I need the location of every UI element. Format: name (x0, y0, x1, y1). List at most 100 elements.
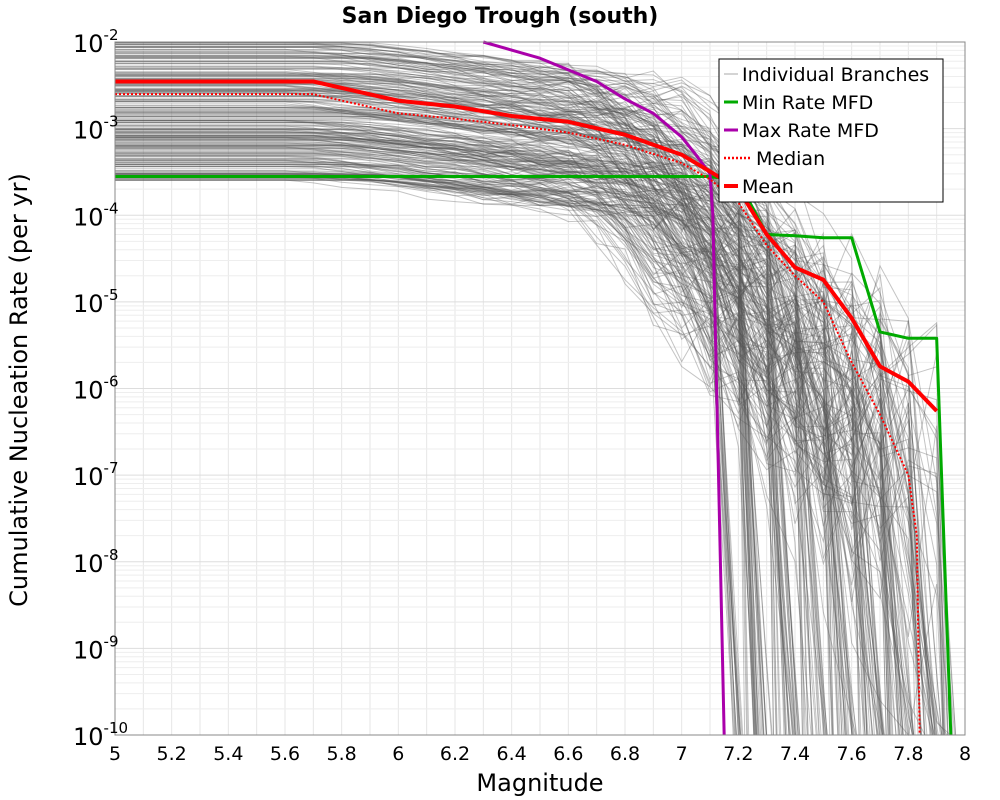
branch-line (115, 119, 738, 736)
branch-line (115, 111, 889, 736)
branch-line (115, 140, 946, 736)
branch-line (115, 131, 860, 736)
y-tick-label: 10-6 (73, 373, 119, 405)
branch-line (115, 49, 805, 736)
branch-line (115, 75, 909, 736)
branch-line (115, 54, 938, 736)
branch-line (115, 101, 803, 736)
branch-line (115, 148, 866, 736)
x-tick-label: 8 (959, 743, 971, 765)
branch-line (115, 152, 741, 736)
branch-line (115, 165, 755, 736)
branch-line (115, 119, 875, 736)
branch-line (115, 108, 945, 736)
series-line-mean (115, 79, 939, 413)
branch-line (115, 46, 787, 736)
branch-line (115, 161, 768, 736)
branch-line (115, 111, 923, 736)
grid-layer (114, 42, 966, 736)
branch-line (115, 164, 757, 736)
branch-line (115, 74, 828, 736)
branch-line (115, 173, 885, 736)
legend-label: Median (756, 148, 825, 170)
y-tick-label: 10-5 (73, 286, 119, 318)
branch-line (115, 119, 760, 736)
branch-line (115, 68, 786, 736)
branch-line (115, 60, 949, 736)
branch-line (115, 171, 756, 736)
branch-line (115, 53, 759, 736)
branch-line (115, 90, 911, 736)
x-tick-label: 7.6 (837, 743, 867, 765)
branch-line (115, 158, 951, 736)
branch-line (115, 160, 793, 736)
branch-line (115, 170, 952, 737)
branch-line (115, 173, 900, 736)
branch-line (115, 107, 936, 736)
branch-line (115, 67, 953, 736)
branch-line (115, 147, 828, 736)
legend-label: Min Rate MFD (742, 92, 873, 114)
branch-line (115, 109, 834, 736)
branch-line (115, 112, 809, 736)
branch-line (115, 120, 935, 736)
branch-line (115, 173, 740, 736)
branch-line (115, 55, 774, 736)
branch-line (115, 96, 936, 736)
branch-line (115, 89, 957, 736)
chart-title: San Diego Trough (south) (342, 4, 659, 29)
branch-line (115, 72, 934, 736)
branch-line (115, 78, 746, 736)
branch-line (115, 179, 879, 736)
branch-line (115, 145, 853, 736)
branch-line (115, 146, 806, 736)
branch-line (115, 139, 831, 736)
branch-line (115, 68, 871, 736)
branch-line (115, 136, 874, 736)
plot-frame (114, 41, 966, 736)
branch-line (115, 116, 737, 736)
branch-line (115, 61, 739, 736)
y-tick-label: 10-9 (73, 632, 119, 664)
branch-line (115, 92, 735, 736)
branch-line (115, 165, 853, 736)
branch-line (115, 127, 798, 736)
branch-line (115, 68, 942, 736)
branch-line (115, 134, 765, 736)
branch-line (115, 157, 749, 736)
branch-line (115, 137, 775, 736)
legend-label: Max Rate MFD (742, 120, 879, 142)
branch-line (115, 129, 767, 736)
branch-line (115, 164, 897, 736)
branch-line (115, 145, 782, 736)
branch-line (115, 179, 792, 736)
branch-line (115, 135, 884, 736)
branch-line (115, 127, 744, 736)
branch-line (115, 90, 956, 736)
branch-line (115, 124, 904, 736)
legend-label: Mean (742, 176, 794, 198)
branch-line (115, 177, 812, 736)
branch-line (115, 132, 868, 736)
branch-line (115, 129, 756, 736)
branch-line (115, 55, 919, 736)
branch-line (115, 177, 878, 736)
branch-line (115, 98, 827, 736)
branch-line (115, 124, 796, 736)
branch-line (115, 95, 796, 736)
branch-line (115, 113, 944, 736)
branch-line (115, 134, 891, 736)
branch-line (115, 131, 736, 736)
branch-line (115, 146, 834, 736)
branch-line (115, 134, 758, 736)
branch-line (115, 116, 760, 736)
branch-line (115, 50, 820, 736)
branch-line (115, 46, 935, 736)
branch-line (115, 98, 894, 736)
branch-line (115, 139, 880, 736)
branch-line (115, 91, 778, 736)
branch-line (115, 161, 932, 736)
branch-line (115, 107, 944, 736)
branch-line (115, 169, 934, 736)
branch-line (115, 163, 926, 736)
